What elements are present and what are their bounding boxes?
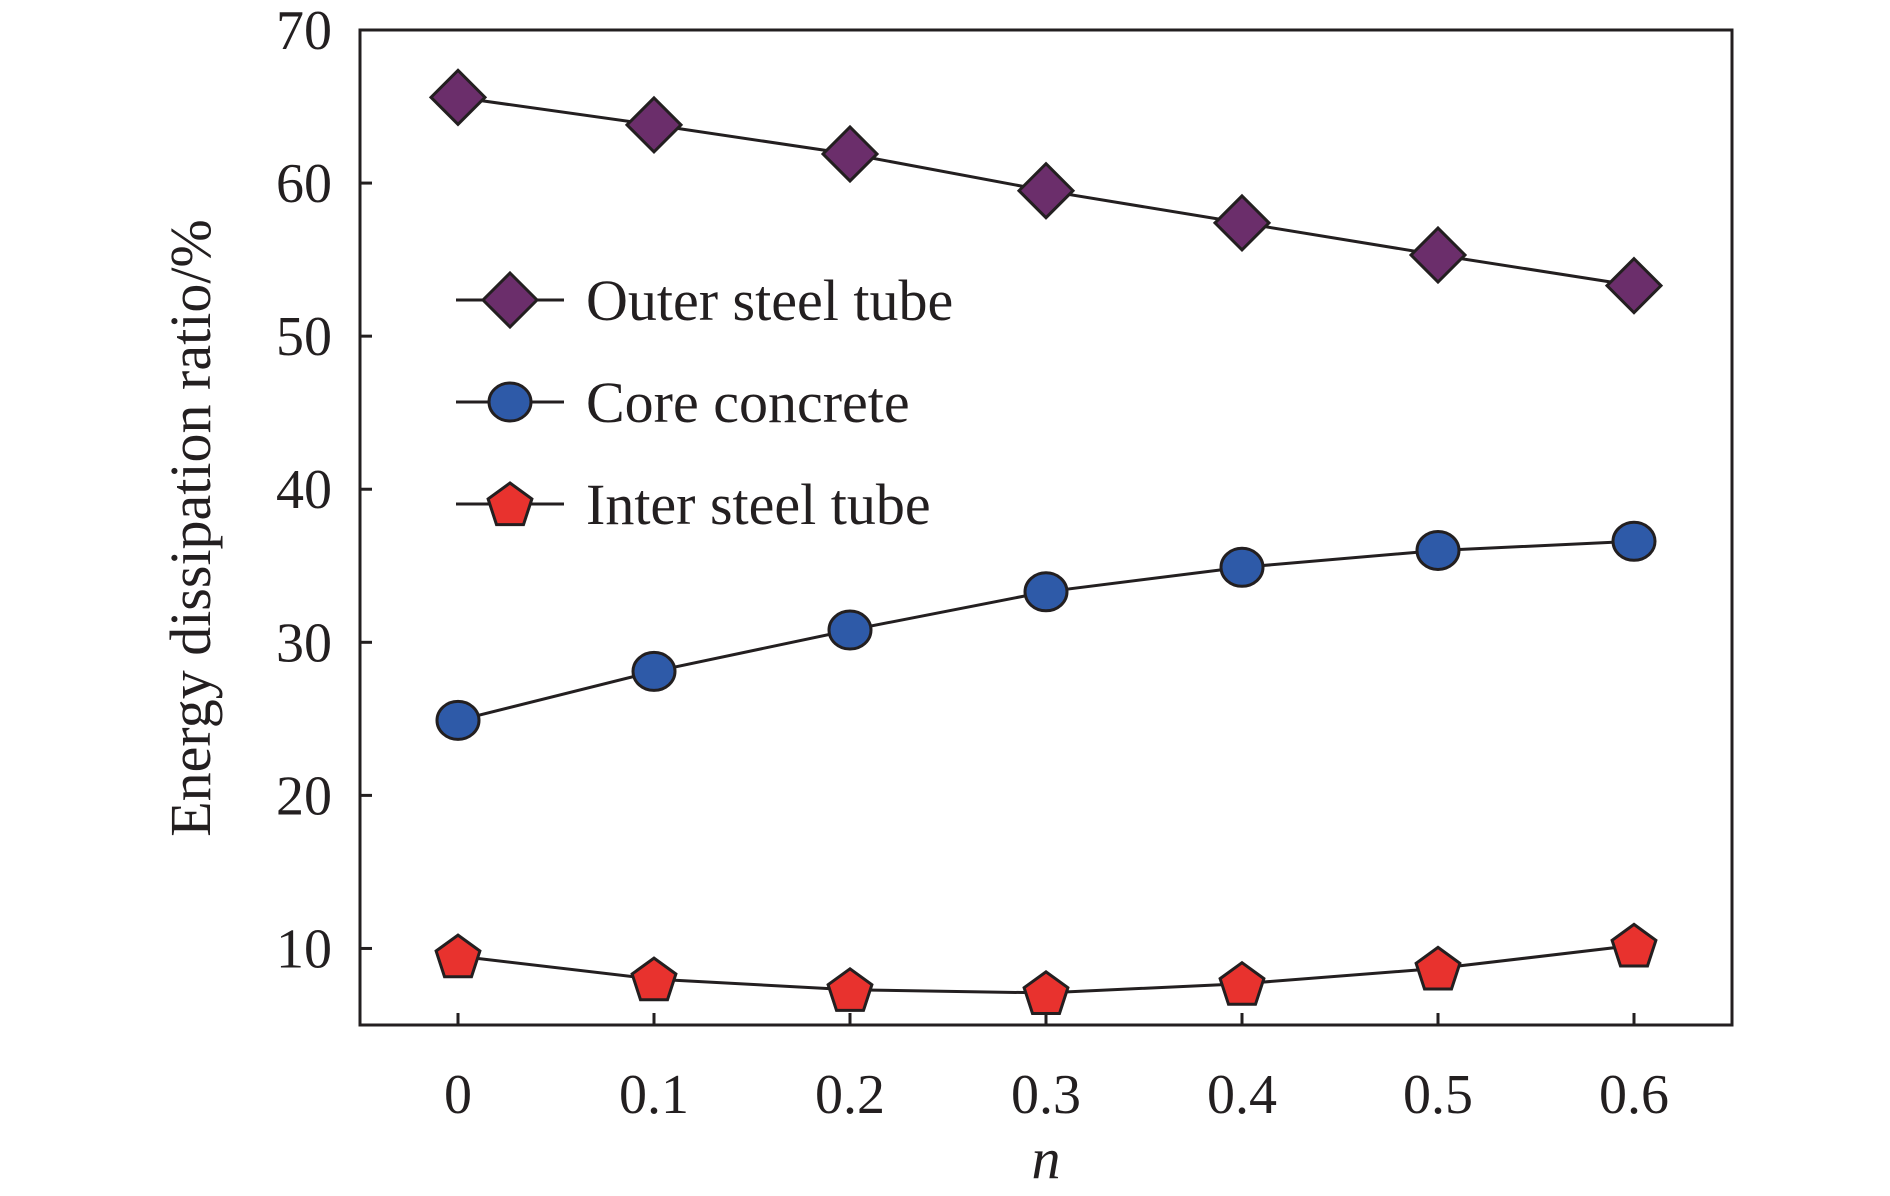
data-point-outer-steel-tube	[1604, 256, 1664, 315]
y-axis-ticks: 10 20 30 40 50 60 70	[276, 0, 372, 980]
y-tick-label: 30	[276, 612, 332, 674]
x-axis-title: n	[1032, 1126, 1061, 1191]
x-tick-label: 0.5	[1403, 1064, 1473, 1126]
legend-label: Outer steel tube	[586, 268, 953, 333]
series-layer	[428, 68, 1664, 1015]
x-tick-label: 0.1	[619, 1064, 689, 1126]
legend-marker-inter-steel-tube	[486, 481, 534, 527]
data-point-outer-steel-tube	[428, 68, 488, 127]
data-point-core-concrete	[1611, 520, 1657, 562]
data-point-core-concrete	[1023, 571, 1069, 613]
data-point-inter-steel-tube	[1218, 960, 1266, 1006]
data-point-core-concrete	[827, 609, 873, 651]
data-point-outer-steel-tube	[820, 124, 880, 184]
legend-item-core-concrete: Core concrete	[456, 370, 910, 435]
data-point-core-concrete	[631, 650, 677, 692]
data-point-inter-steel-tube	[1414, 945, 1462, 991]
data-point-core-concrete	[435, 699, 481, 741]
series-outer-steel-tube	[428, 68, 1664, 315]
data-point-outer-steel-tube	[1212, 193, 1272, 252]
x-tick-label: 0.6	[1599, 1064, 1669, 1126]
x-tick-label: 0	[444, 1064, 472, 1126]
series-core-concrete	[435, 520, 1657, 741]
x-axis-ticks: 0 0.1 0.2 0.3 0.4 0.5 0.6	[444, 1013, 1669, 1126]
data-point-core-concrete	[1415, 529, 1461, 571]
legend-label: Inter steel tube	[586, 472, 931, 537]
data-point-outer-steel-tube	[1408, 225, 1468, 285]
legend-marker-outer-steel-tube	[480, 270, 540, 330]
x-tick-label: 0.2	[815, 1064, 885, 1126]
y-tick-label: 70	[276, 0, 332, 62]
y-tick-label: 20	[276, 765, 332, 827]
x-tick-label: 0.4	[1207, 1064, 1277, 1126]
data-point-core-concrete	[1219, 546, 1265, 588]
data-point-inter-steel-tube	[434, 933, 482, 979]
y-tick-label: 50	[276, 306, 332, 368]
data-point-outer-steel-tube	[1016, 161, 1076, 220]
legend-marker-core-concrete	[487, 381, 533, 423]
y-tick-label: 40	[276, 459, 332, 521]
y-tick-label: 10	[276, 918, 332, 980]
legend-label: Core concrete	[586, 370, 910, 435]
y-axis-title: Energy dissipation ratio/%	[158, 219, 223, 837]
series-line-core-concrete	[457, 539, 1635, 722]
data-point-inter-steel-tube	[1610, 922, 1658, 968]
legend-item-outer-steel-tube: Outer steel tube	[456, 268, 953, 333]
data-point-inter-steel-tube	[1022, 970, 1070, 1015]
legend: Outer steel tube Core concrete Inter steel…	[456, 268, 953, 537]
series-inter-steel-tube	[434, 922, 1658, 1015]
data-point-inter-steel-tube	[630, 956, 678, 1002]
legend-item-inter-steel-tube: Inter steel tube	[456, 472, 931, 537]
x-tick-label: 0.3	[1011, 1064, 1081, 1126]
y-tick-label: 60	[276, 153, 332, 215]
data-point-inter-steel-tube	[826, 966, 874, 1012]
data-point-outer-steel-tube	[624, 95, 684, 155]
